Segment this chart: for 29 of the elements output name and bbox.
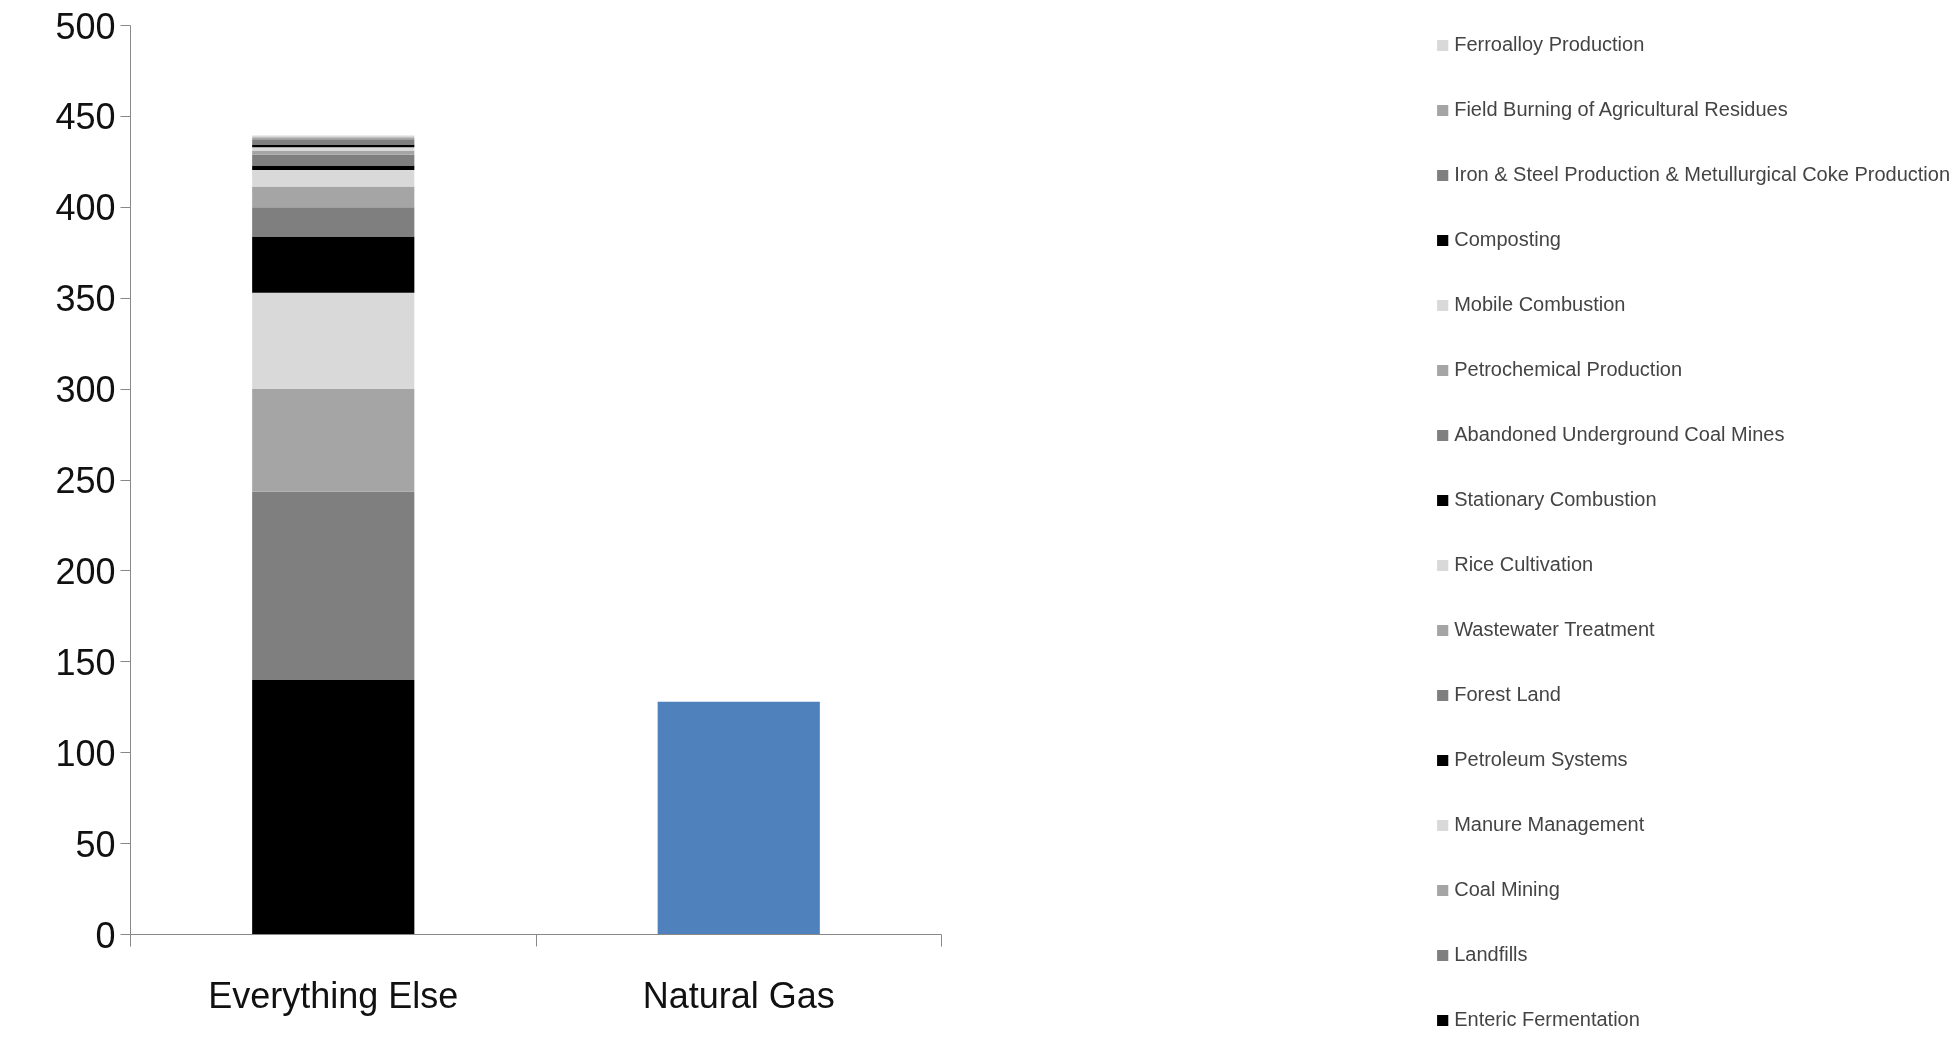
legend-label: Enteric Fermentation xyxy=(1454,1008,1640,1031)
legend-label: Petrochemical Production xyxy=(1454,358,1683,381)
legend-label: Forest Land xyxy=(1454,683,1561,706)
x-tick-label: Natural Gas xyxy=(642,974,835,1016)
legend-label: Wastewater Treatment xyxy=(1454,618,1655,641)
legend-label: Stationary Combustion xyxy=(1454,488,1657,511)
legend-label: Abandoned Underground Coal Mines xyxy=(1454,423,1785,446)
legend-label: Landfills xyxy=(1454,943,1528,966)
y-tick-label: 50 xyxy=(75,823,116,865)
legend-label: Field Burning of Agricultural Residues xyxy=(1454,98,1788,121)
legend-label: Petroleum Systems xyxy=(1454,748,1628,771)
y-tick-label: 450 xyxy=(55,96,116,138)
y-tick-label: 150 xyxy=(55,641,116,683)
y-tick-label: 250 xyxy=(55,460,116,501)
legend-label: Ferroalloy Production xyxy=(1454,33,1645,56)
legend-label: Composting xyxy=(1454,228,1561,251)
legend-label: Manure Management xyxy=(1454,813,1645,836)
x-tick-label: Everything Else xyxy=(208,974,459,1016)
legend-label: Mobile Combustion xyxy=(1454,293,1626,316)
y-tick-label: 0 xyxy=(95,914,116,956)
legend-label: Coal Mining xyxy=(1454,878,1560,901)
y-tick-label: 200 xyxy=(55,550,116,592)
y-tick-label: 300 xyxy=(55,369,116,411)
y-tick-label: 400 xyxy=(55,187,116,229)
y-tick-label: 100 xyxy=(55,732,116,774)
y-tick-label: 500 xyxy=(55,5,116,47)
legend-label: Iron & Steel Production & Metullurgical Coke Production xyxy=(1454,163,1950,186)
y-tick-label: 350 xyxy=(55,278,116,320)
legend-label: Rice Cultivation xyxy=(1454,553,1594,576)
